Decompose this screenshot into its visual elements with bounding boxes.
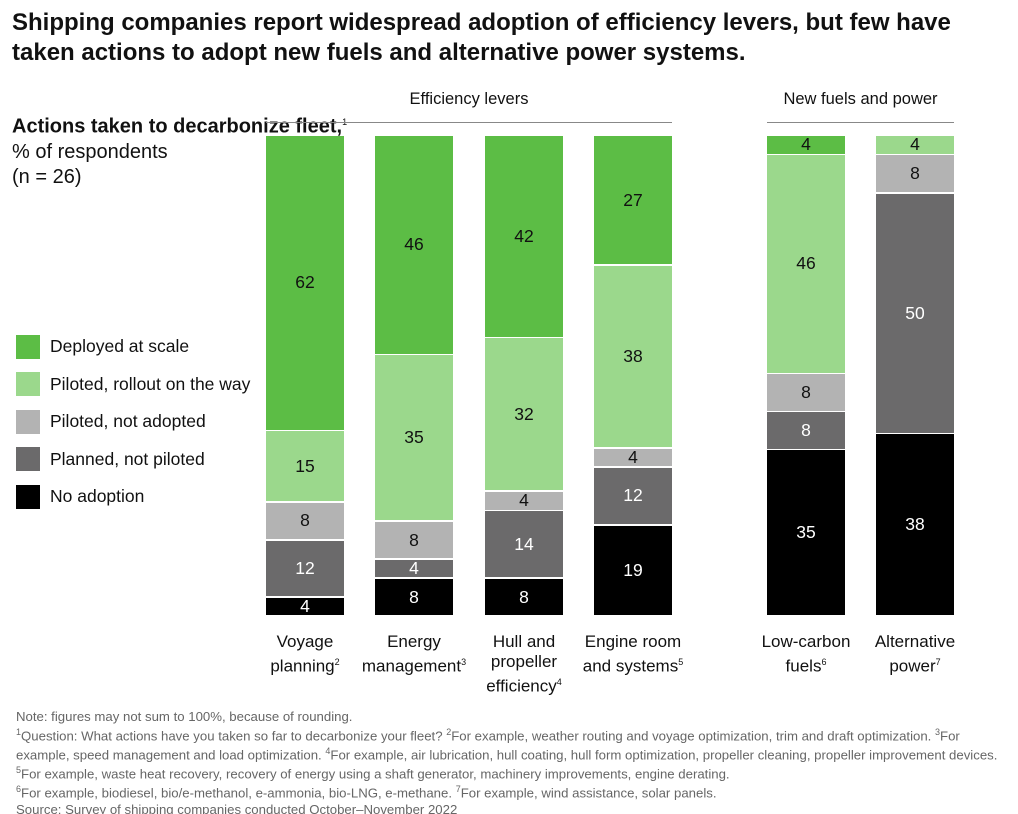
bar-segment: 12 [594,467,672,525]
bar-segment: 46 [767,155,845,373]
bar-segment: 4 [594,447,672,467]
bar-segment: 15 [266,431,344,502]
group-line [767,122,954,123]
bar-segment: 8 [485,578,563,616]
category-label: Alternative power7 [874,632,956,676]
legend-label: Deployed at scale [50,336,190,357]
footnote-text: 1Question: What actions have you taken s… [16,726,998,801]
bar-segment: 38 [594,265,672,448]
legend-item: No adoption [16,478,250,516]
footnote-2: For example, weather routing and voyage … [451,728,936,744]
legend-item: Deployed at scale [16,328,250,366]
source: Source: Survey of shipping companies con… [16,801,458,814]
ylabel-bold: Actions taken to decarbonize fleet, [12,115,343,138]
bar-segment: 8 [375,521,453,559]
bar-stack: 46 35 8 4 8 [375,136,453,617]
category-label: Hull and propeller efficiency4 [486,632,562,696]
bar-stack: 4 46 8 8 35 [767,134,845,617]
bar-segment: 62 [266,136,344,430]
note: Note: figures may not sum to 100%, becau… [16,709,353,724]
chart-title: Shipping companies report widespread ado… [12,9,951,66]
bar-segment: 50 [876,193,954,433]
bar-segment: 14 [485,511,563,577]
footnotes: Note: figures may not sum to 100%, becau… [16,709,1011,814]
bar-segment: 4 [767,134,845,154]
legend-item: Piloted, rollout on the way [16,366,250,404]
bar-stack: 42 32 4 14 8 [485,136,563,617]
footnote-5: For example, waste heat recovery, recove… [21,766,730,782]
group-label: New fuels and power [783,90,938,108]
bar-segment: 8 [266,502,344,540]
ylabel-n: (n = 26) [12,165,82,188]
footnote-3: For example, speed management and load o… [16,728,960,763]
ylabel-unit: % of respondents [12,140,168,163]
legend: Deployed at scale Piloted, rollout on the… [16,328,250,516]
bar-stack: 27 38 4 12 19 [594,136,672,617]
legend-swatch [16,372,40,397]
footnote-6: For example, biodiesel, bio/e-methanol, … [21,785,456,801]
legend-item: Piloted, not adopted [16,403,250,441]
footnote-4: For example, air lubrication, hull coati… [330,747,998,763]
legend-label: Piloted, rollout on the way [50,373,251,394]
bar-segment: 4 [375,558,453,578]
bar-segment: 46 [375,136,453,354]
bar-stack: 4 8 50 38 [876,134,954,617]
group-line [266,122,672,123]
bar-segment: 19 [594,525,672,616]
bar-segment: 32 [485,338,563,491]
category-label: Low-carbon fuels6 [761,632,851,676]
bar-segment: 8 [767,374,845,411]
bar-segment: 12 [266,540,344,597]
legend-label: Planned, not piloted [50,448,205,469]
bar-segment: 35 [375,355,453,521]
bar-segment: 35 [767,450,845,616]
bar-segment: 4 [876,134,954,154]
category-label: Voyage planning2 [270,632,340,676]
bar-stack: 62 15 8 12 4 [266,136,344,617]
bar-segment: 27 [594,136,672,265]
y-axis-label: Actions taken to decarbonize fleet,1 % o… [12,110,347,190]
bar-segment: 8 [375,578,453,616]
bar-segment: 4 [485,490,563,510]
bar-segment: 42 [485,136,563,337]
bar-segment: 4 [266,596,344,616]
bar-segment: 8 [876,155,954,193]
group-label: Efficiency levers [409,90,529,108]
legend-label: No adoption [50,486,145,507]
footnote-7: For example, wind assistance, solar pane… [460,785,717,801]
bar-segment: 38 [876,434,954,616]
legend-item: Planned, not piloted [16,441,250,479]
bar-segment: 8 [767,412,845,449]
legend-swatch [16,447,40,472]
legend-swatch [16,334,40,359]
category-label: Energy management3 [361,632,467,676]
category-label: Engine room and systems5 [582,632,684,676]
legend-swatch [16,409,40,434]
footnote-1: Question: What actions have you taken so… [21,728,447,744]
legend-label: Piloted, not adopted [50,411,206,432]
legend-swatch [16,484,40,509]
